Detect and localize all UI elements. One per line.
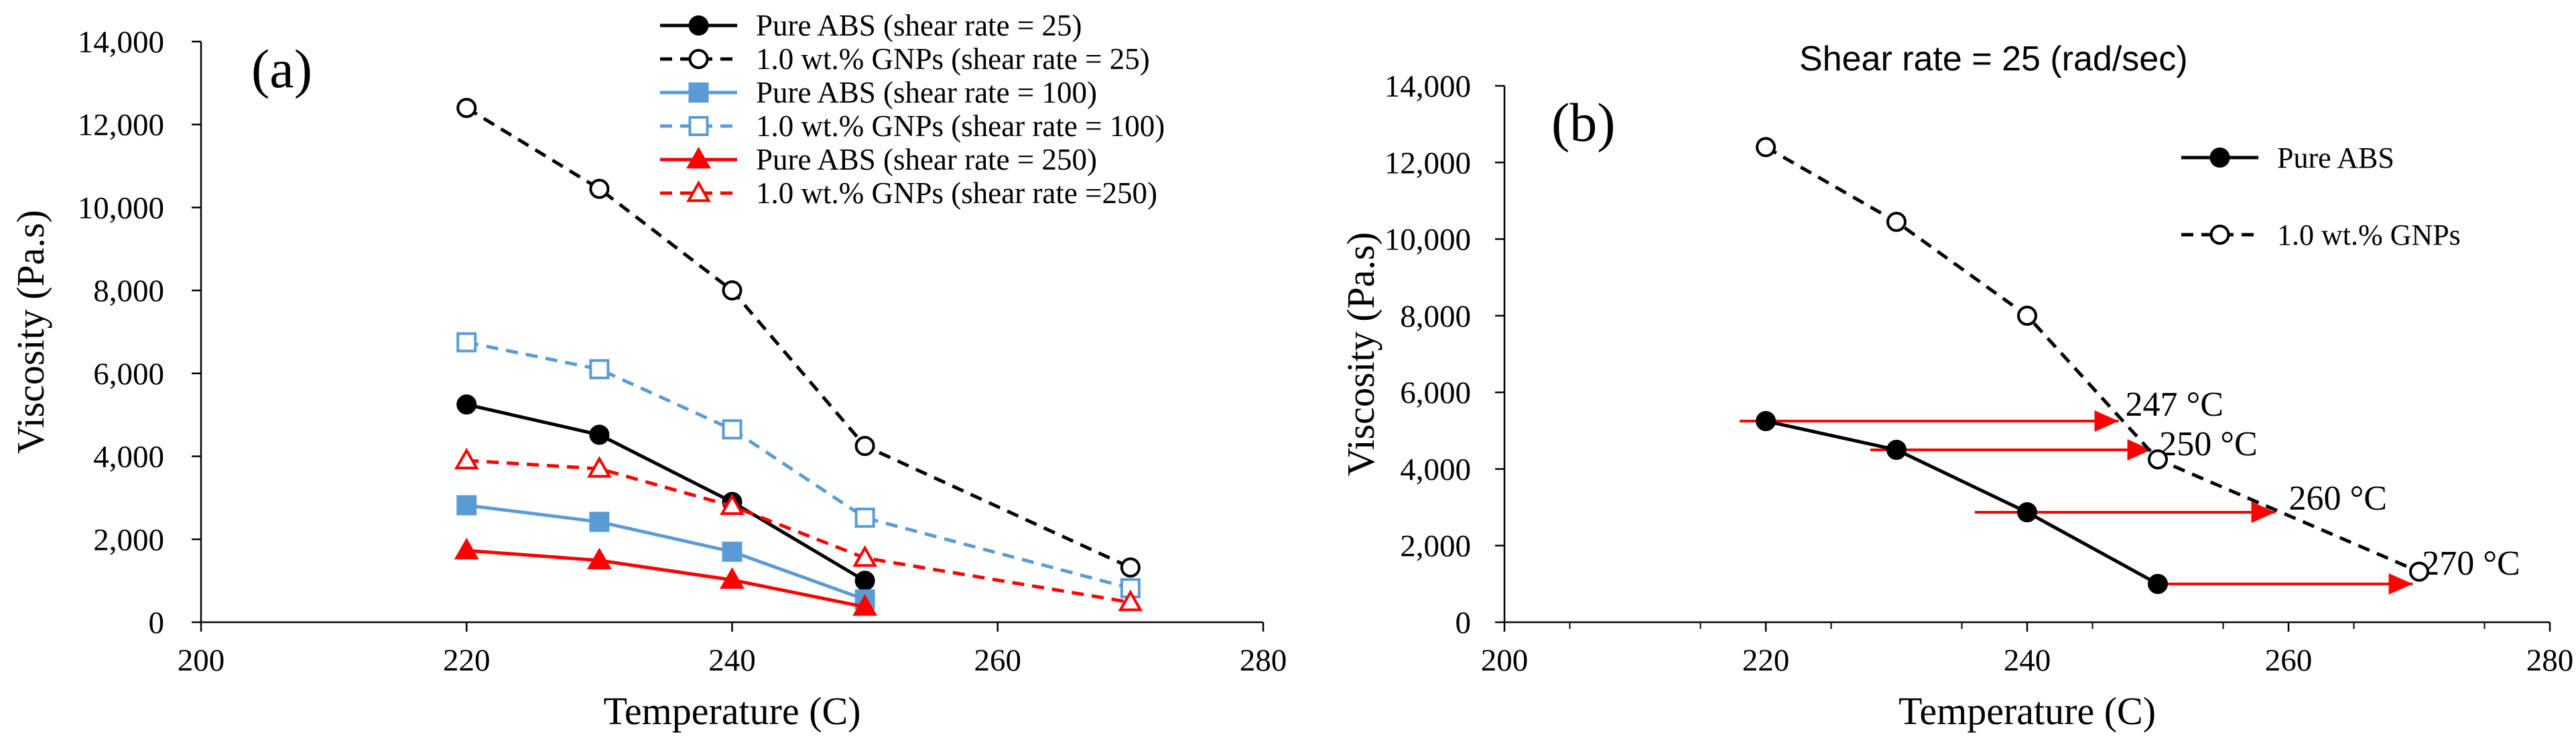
y-tick-label: 12,000 [78,108,164,143]
y-tick-label: 6,000 [93,357,164,392]
y-tick-label: 10,000 [1384,223,1471,257]
data-point-series-5 [1118,589,1143,612]
y-tick-label: 8,000 [93,274,164,308]
data-point-series-0 [1886,439,1907,460]
x-axis-title: Temperature (C) [1898,689,2156,733]
legend: Pure ABS 1.0 wt.% GNPs [2181,141,2461,251]
y-tick-label: 14,000 [1384,69,1471,104]
data-point-series-1 [1886,211,1907,232]
data-point-series-2 [722,541,743,562]
series-line-0 [1765,419,2159,586]
series-line-3 [466,341,1131,590]
legend-entry: Pure ABS (shear rate = 250) [756,143,1097,176]
data-point-series-3 [722,419,743,440]
data-point-series-4 [454,538,479,560]
panel-label: (b) [1551,92,1616,153]
x-tick-label: 260 [2265,643,2313,678]
legend-entry: 1.0 wt.% GNPs (shear rate =250) [756,176,1157,210]
legend-marker [688,116,709,136]
y-tick-label: 0 [149,605,165,640]
panel-a: 200 220 240 260 280 0 2,000 4,000 6,000 8,000 10,0… [9,9,1287,733]
chart-subtitle: Shear rate = 25 (rad/sec) [1799,40,2188,78]
x-tick-label: 220 [1742,643,1790,678]
data-point-series-0 [1756,411,1776,431]
data-point-series-2 [589,512,610,532]
panel-label: (a) [251,38,312,99]
data-point-series-5 [454,447,479,469]
data-point-series-4 [852,594,878,616]
x-tick-label: 260 [974,643,1022,678]
data-point-series-1 [1120,557,1141,578]
data-point-series-5 [586,456,612,478]
arrow-label: 250 °C [2159,425,2257,463]
data-point-series-0 [589,424,610,445]
legend-entry: Pure ABS (shear rate = 100) [756,76,1097,109]
data-point-series-0 [854,571,875,591]
arrow-label: 247 °C [2126,386,2224,424]
legend-entry: 1.0 wt.% GNPs (shear rate = 25) [756,42,1150,76]
legend-entry: Pure ABS (shear rate = 25) [756,9,1082,42]
data-point-series-4 [586,547,612,570]
x-axis-title: Temperature (C) [603,689,860,733]
legend-marker [2209,225,2230,245]
data-point-series-5 [720,493,745,516]
data-point-series-1 [854,436,875,457]
legend-marker [686,147,711,169]
panel-b: 200 220 240 260 280 0 2,000 4,000 6,000 8,000 10,0… [1339,40,2573,733]
legend-marker [688,15,709,36]
data-point-series-1 [2017,305,2037,326]
data-point-series-1 [589,178,610,199]
data-point-series-3 [456,332,477,353]
y-tick-label: 0 [1456,605,1472,640]
legend-marker [688,82,709,103]
x-tick-label: 280 [2526,643,2574,678]
data-point-series-1 [456,97,477,118]
data-point-series-1 [2409,561,2429,582]
series-line-5 [466,459,1131,604]
arrow-label: 270 °C [2422,544,2520,583]
x-tick-label: 240 [708,643,756,678]
legend-entry: 1.0 wt.% GNPs [2277,219,2461,251]
x-tick-label: 280 [1240,643,1287,678]
y-axis-title: Viscosity (Pa.s) [9,210,52,454]
arrow-label: 260 °C [2289,479,2387,518]
data-point-series-1 [722,280,743,301]
legend: Pure ABS (shear rate = 25)1.0 wt.% GNPs … [660,9,1165,210]
series-line-2 [466,504,866,601]
y-tick-label: 12,000 [1384,146,1471,180]
y-tick-label: 10,000 [78,190,164,225]
y-tick-label: 8,000 [1400,299,1471,334]
x-tick-label: 220 [443,643,491,678]
y-tick-label: 14,000 [78,25,164,60]
data-point-series-0 [2017,502,2037,522]
legend-entry: Pure ABS [2277,141,2394,174]
x-tick-label: 240 [2004,643,2051,678]
x-tick-label: 200 [1481,643,1529,678]
data-point-series-0 [456,394,477,415]
data-point-series-1 [2148,449,2168,470]
legend-marker [2209,148,2230,168]
y-tick-label: 4,000 [1400,452,1471,487]
legend-entry: 1.0 wt.% GNPs (shear rate = 100) [756,109,1165,143]
y-tick-label: 6,000 [1400,375,1471,410]
data-point-series-1 [1756,137,1776,158]
x-tick-label: 200 [178,643,225,678]
legend-marker [688,49,709,69]
data-point-series-0 [2148,573,2168,594]
data-point-series-2 [456,495,477,516]
legend-marker [686,180,711,202]
data-point-series-3 [854,508,875,528]
data-point-series-3 [589,359,610,380]
y-tick-label: 4,000 [93,440,164,475]
series-line-0 [466,402,866,583]
y-tick-label: 2,000 [1400,529,1471,564]
y-axis-title: Viscosity (Pa.s) [1339,232,1382,476]
series-line-4 [466,548,866,609]
data-point-series-5 [852,545,878,567]
data-point-series-4 [720,567,745,589]
y-tick-label: 2,000 [93,522,164,557]
